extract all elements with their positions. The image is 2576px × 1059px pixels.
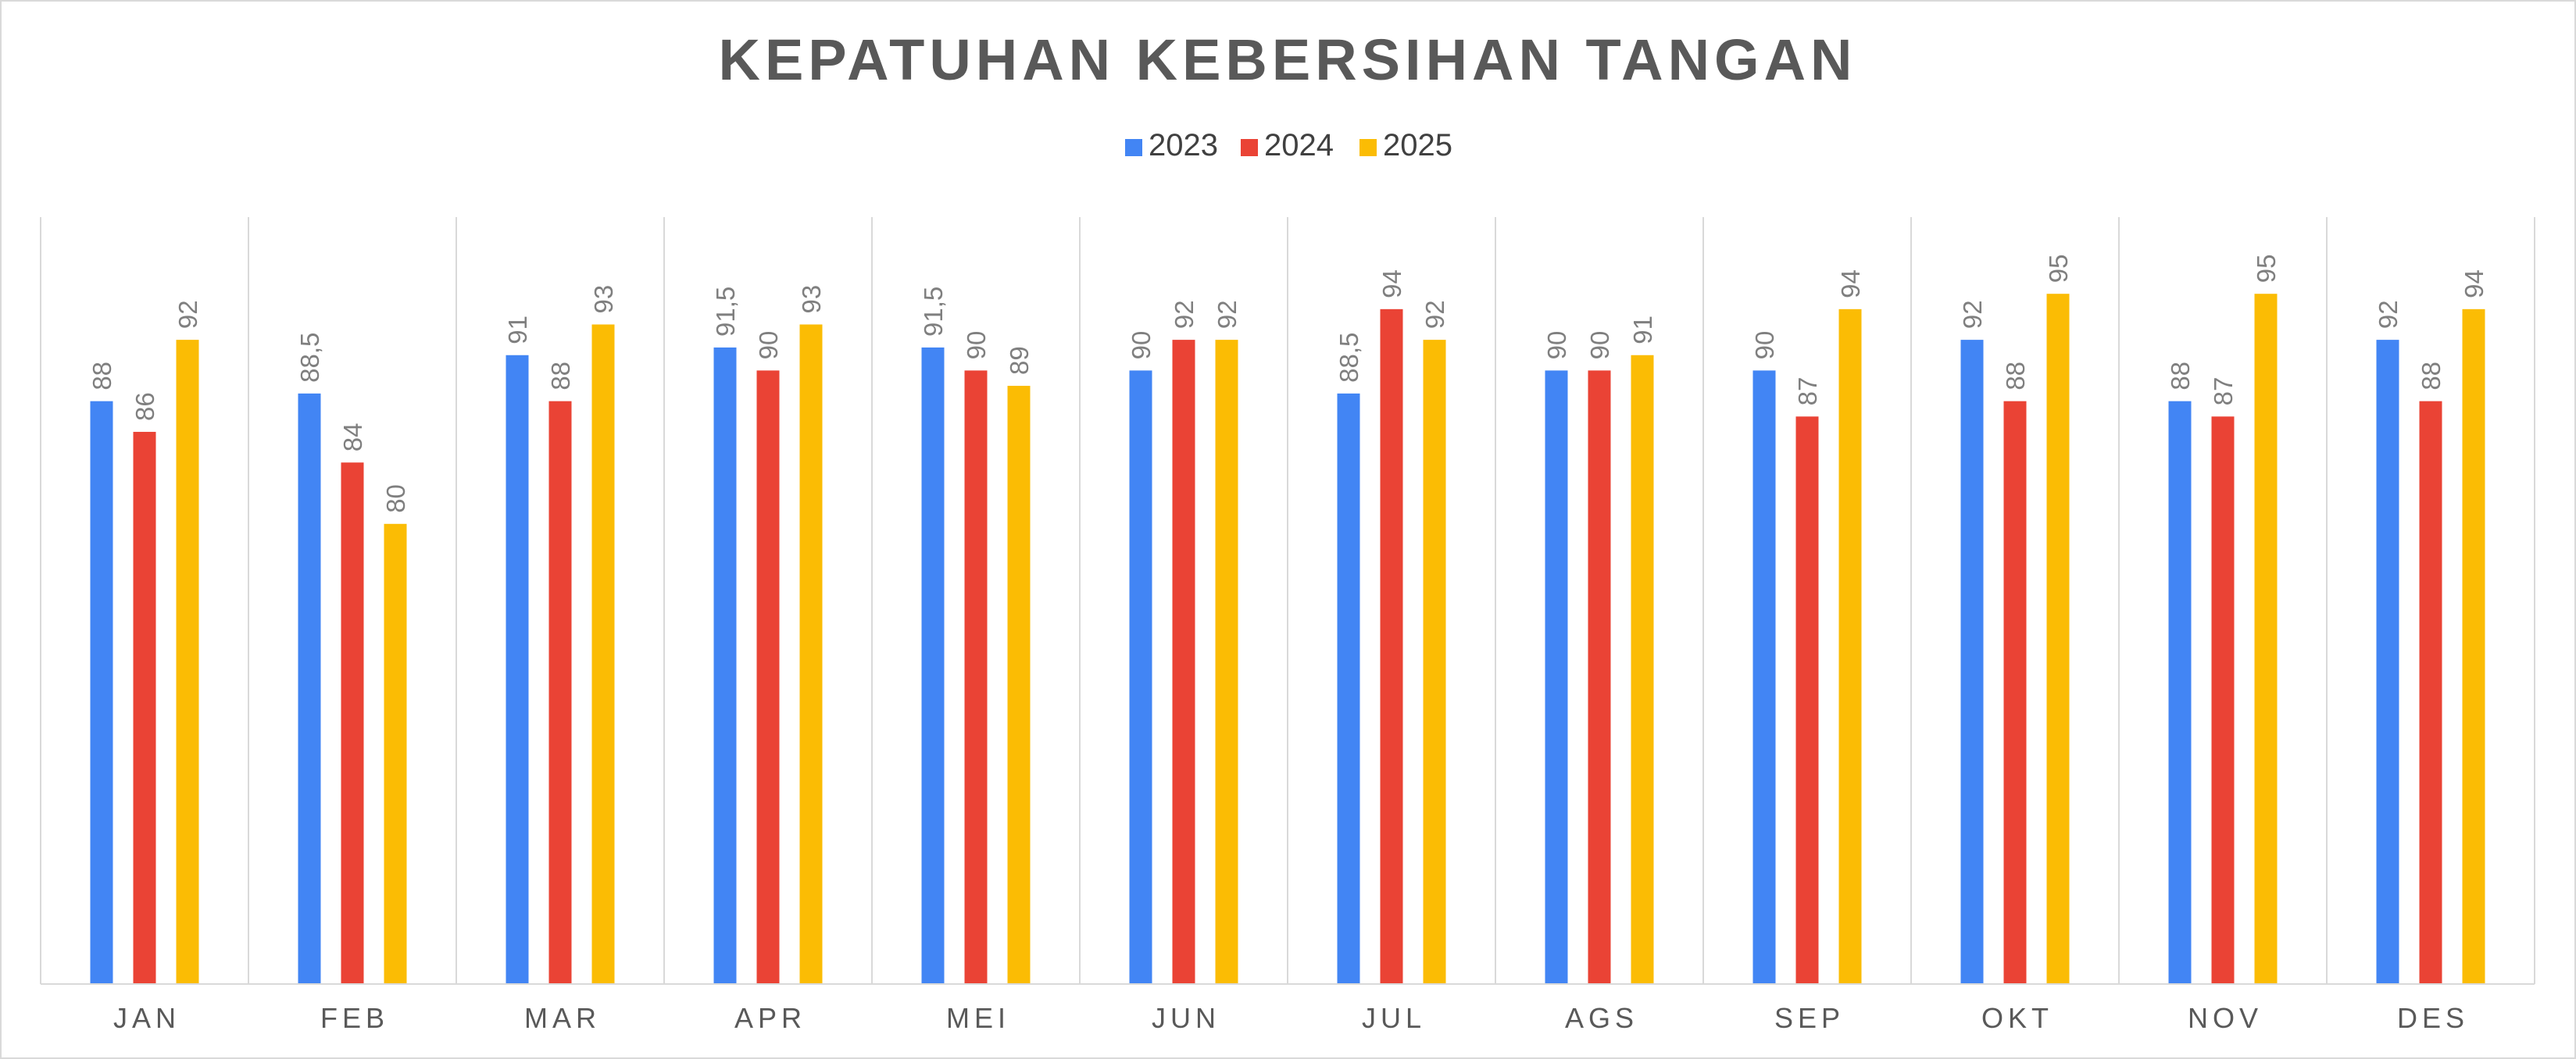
data-label-feb-2025: 80	[381, 484, 410, 513]
bar-jun-2025	[1215, 340, 1238, 984]
data-label-mei-2024: 90	[962, 331, 991, 360]
data-labels: 88 86 92 88,5 84 80 91 88 93 91,5 90 93 91,5 90 89 90 92…	[88, 254, 2488, 512]
chart-title: KEPATUHAN KEBERSIHAN TANGAN	[719, 27, 1857, 92]
data-label-ags-2025: 91	[1628, 316, 1657, 344]
tick-label-jul: JUL	[1362, 1002, 1426, 1034]
data-label-feb-2023: 88,5	[295, 333, 324, 383]
data-label-des-2025: 94	[2460, 269, 2488, 298]
tick-label-nov: NOV	[2188, 1002, 2263, 1034]
data-label-jul-2023: 88,5	[1334, 333, 1363, 383]
bar-jan-2024	[133, 431, 156, 984]
tick-label-jun: JUN	[1152, 1002, 1220, 1034]
bar-mei-2025	[1007, 386, 1031, 984]
x-axis-ticks: JAN FEB MAR APR MEI JUN JUL AGS SEP OKT NOV DES	[113, 1002, 2469, 1034]
bar-feb-2025	[384, 523, 407, 984]
bar-sep-2025	[1838, 308, 1862, 985]
data-label-jan-2023: 88	[88, 362, 116, 390]
data-label-jun-2025: 92	[1213, 300, 1242, 329]
data-label-mar-2025: 93	[589, 285, 618, 314]
tick-label-apr: APR	[734, 1002, 806, 1034]
bar-apr-2025	[799, 324, 823, 985]
bar-okt-2023	[1960, 340, 1984, 984]
legend-swatch-2024	[1241, 139, 1258, 156]
bar-apr-2023	[713, 347, 737, 984]
data-label-jan-2024: 86	[130, 392, 159, 421]
bar-nov-2024	[2211, 416, 2235, 984]
data-label-mar-2023: 91	[503, 316, 532, 344]
bars	[90, 294, 2485, 985]
bar-nov-2025	[2254, 294, 2278, 984]
data-label-mei-2025: 89	[1005, 346, 1034, 375]
bar-feb-2023	[298, 393, 321, 984]
bar-sep-2024	[1795, 416, 1819, 984]
tick-label-mar: MAR	[524, 1002, 601, 1034]
bar-jul-2023	[1337, 393, 1360, 984]
bar-apr-2024	[756, 370, 780, 984]
data-label-apr-2023: 91,5	[711, 287, 740, 337]
data-label-jun-2023: 90	[1127, 331, 1156, 360]
bar-nov-2023	[2168, 401, 2192, 984]
data-label-feb-2024: 84	[338, 423, 367, 452]
data-label-nov-2025: 95	[2252, 254, 2281, 283]
bar-jun-2024	[1172, 340, 1195, 984]
data-label-des-2024: 88	[2417, 362, 2446, 390]
data-label-okt-2023: 92	[1958, 300, 1987, 329]
data-label-apr-2025: 93	[797, 285, 826, 314]
bar-mar-2023	[506, 355, 529, 984]
data-label-jul-2024: 94	[1377, 269, 1406, 298]
bar-des-2025	[2462, 308, 2485, 985]
bar-mar-2024	[548, 401, 572, 984]
bar-des-2024	[2419, 401, 2442, 984]
data-label-mar-2024: 88	[546, 362, 575, 390]
bar-mei-2024	[964, 370, 988, 984]
legend-label-2025: 2025	[1383, 128, 1452, 162]
bar-feb-2024	[341, 462, 364, 984]
bar-jul-2025	[1423, 340, 1446, 984]
bar-jun-2023	[1129, 370, 1152, 984]
legend-label-2024: 2024	[1264, 128, 1334, 162]
data-label-ags-2024: 90	[1585, 331, 1614, 360]
data-label-jul-2025: 92	[1420, 300, 1449, 329]
bar-mar-2025	[591, 324, 615, 985]
bar-sep-2023	[1752, 370, 1776, 984]
legend-label-2023: 2023	[1149, 128, 1218, 162]
bar-ags-2023	[1545, 370, 1568, 984]
tick-label-des: DES	[2397, 1002, 2469, 1034]
category-gridlines	[40, 217, 2535, 984]
bar-jan-2023	[90, 401, 113, 984]
tick-label-okt: OKT	[1981, 1002, 2053, 1034]
tick-label-ags: AGS	[1565, 1002, 1638, 1034]
data-label-nov-2024: 87	[2209, 377, 2238, 406]
bar-des-2023	[2376, 340, 2399, 984]
bar-jul-2024	[1380, 308, 1403, 985]
data-label-des-2023: 92	[2374, 300, 2403, 329]
data-label-mei-2023: 91,5	[919, 287, 948, 337]
tick-label-jan: JAN	[113, 1002, 180, 1034]
data-label-jan-2025: 92	[173, 300, 202, 329]
bar-ags-2025	[1631, 355, 1654, 984]
data-label-ags-2023: 90	[1542, 331, 1571, 360]
bar-jan-2025	[176, 340, 199, 984]
data-label-apr-2024: 90	[754, 331, 783, 360]
data-label-sep-2024: 87	[1793, 377, 1822, 406]
legend-swatch-2025	[1359, 139, 1377, 156]
bar-okt-2024	[2003, 401, 2027, 984]
data-label-okt-2025: 95	[2044, 254, 2073, 283]
tick-label-sep: SEP	[1774, 1002, 1845, 1034]
data-label-sep-2025: 94	[1836, 269, 1865, 298]
bar-mei-2023	[921, 347, 945, 984]
legend: 2023 2024 2025	[1125, 128, 1452, 162]
tick-label-feb: FEB	[320, 1002, 389, 1034]
bar-ags-2024	[1588, 370, 1611, 984]
data-label-sep-2023: 90	[1750, 331, 1779, 360]
data-label-jun-2024: 92	[1170, 300, 1199, 329]
tick-label-mei: MEI	[946, 1002, 1010, 1034]
data-label-okt-2024: 88	[2001, 362, 2030, 390]
bar-okt-2025	[2046, 294, 2070, 984]
data-label-nov-2023: 88	[2166, 362, 2195, 390]
legend-swatch-2023	[1125, 139, 1142, 156]
